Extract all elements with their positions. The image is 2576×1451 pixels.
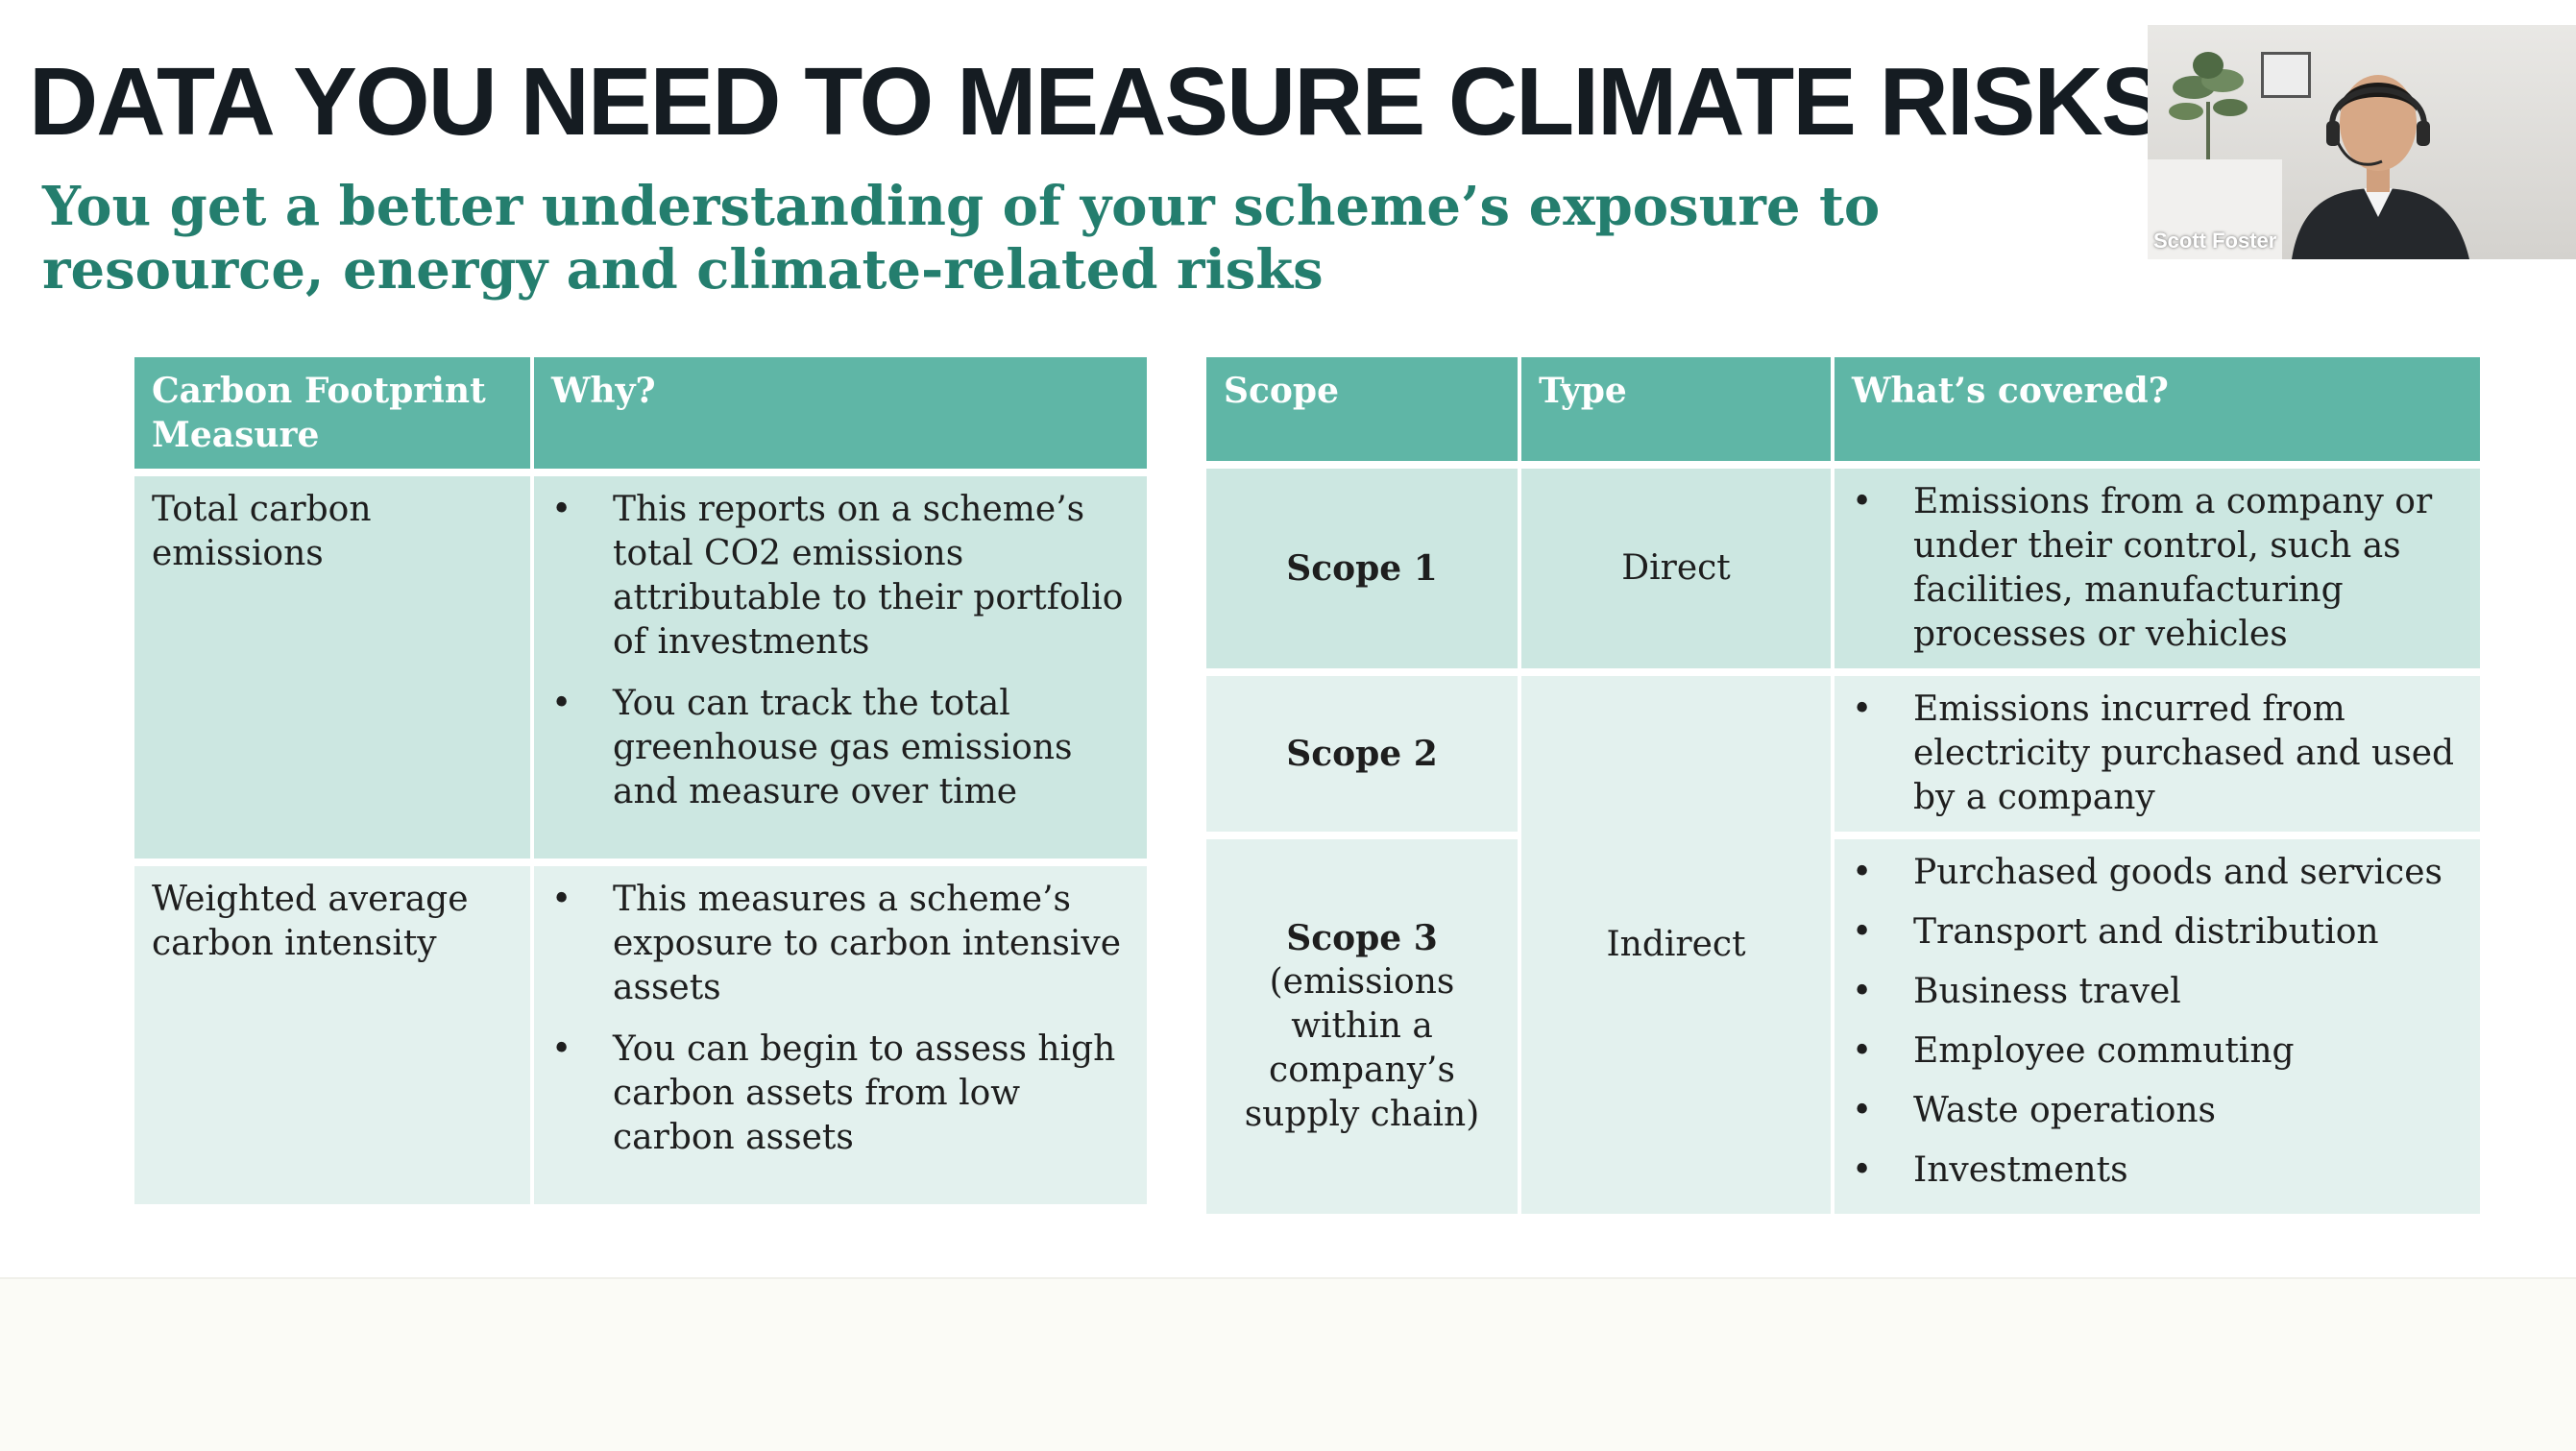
header-why: Why?	[532, 357, 1147, 469]
scope-cell: Scope 2	[1206, 676, 1521, 832]
header-type: Type	[1519, 357, 1835, 461]
list-item: You can track the total greenhouse gas e…	[551, 682, 1130, 814]
table-row: Weighted average carbon intensity This m…	[134, 866, 1147, 1204]
list-item: Employee commuting	[1852, 1029, 2463, 1074]
header-carbon-footprint-measure: Carbon Footprint Measure	[134, 357, 534, 469]
list-item: Emissions from a company or under their …	[1852, 480, 2463, 657]
participant-avatar	[2292, 75, 2469, 259]
list-item: Transport and distribution	[1852, 910, 2463, 955]
type-cell: Direct	[1519, 469, 1835, 668]
list-item: You can begin to assess high carbon asse…	[551, 1028, 1130, 1160]
carbon-footprint-table: Carbon Footprint Measure Why? Total carb…	[134, 357, 1147, 1204]
list-item: This measures a scheme’s exposure to car…	[551, 878, 1130, 1010]
participant-name: Scott Foster	[2153, 229, 2277, 253]
scope-name: Scope 3	[1286, 918, 1438, 958]
covered-cell: Emissions from a company or under their …	[1833, 469, 2480, 668]
participant-video-tile[interactable]: Scott Foster	[2148, 25, 2576, 259]
slide-subtitle: You get a better understanding of your s…	[42, 175, 1881, 302]
scope-note: (emissions within a company’s supply cha…	[1244, 962, 1480, 1134]
table-row: Scope 3 (emissions within a company’s su…	[1206, 839, 2480, 1214]
table-header-row: Scope Type What’s covered?	[1206, 357, 2480, 461]
list-item: Emissions incurred from electricity purc…	[1852, 688, 2463, 820]
plant-icon	[2169, 52, 2248, 159]
table-row: Scope 1 Direct Emissions from a company …	[1206, 469, 2480, 668]
covered-cell: Purchased goods and services Transport a…	[1833, 839, 2480, 1214]
slide-title: DATA YOU NEED TO MEASURE CLIMATE RISKS	[29, 48, 2165, 156]
table-header-row: Carbon Footprint Measure Why?	[134, 357, 1147, 469]
covered-cell: Emissions incurred from electricity purc…	[1833, 676, 2480, 832]
table-row: Total carbon emissions This reports on a…	[134, 476, 1147, 859]
measure-cell: Total carbon emissions	[134, 476, 534, 859]
emission-scopes-table: Scope Type What’s covered? Scope 1 Direc…	[1206, 357, 2480, 1214]
shelf	[2148, 159, 2282, 259]
presentation-slide: DATA YOU NEED TO MEASURE CLIMATE RISKS Y…	[0, 0, 2576, 1277]
why-cell: This reports on a scheme’s total CO2 emi…	[532, 476, 1147, 859]
list-item: This reports on a scheme’s total CO2 emi…	[551, 488, 1130, 665]
wall-picture	[2261, 52, 2311, 98]
scope-cell: Scope 1	[1206, 469, 1521, 668]
header-whats-covered: What’s covered?	[1833, 357, 2480, 461]
why-cell: This measures a scheme’s exposure to car…	[532, 866, 1147, 1204]
header-scope: Scope	[1206, 357, 1521, 461]
list-item: Business travel	[1852, 970, 2463, 1014]
table-row: Scope 2 Indirect Emissions incurred from…	[1206, 676, 2480, 1214]
measure-cell: Weighted average carbon intensity	[134, 866, 534, 1204]
list-item: Waste operations	[1852, 1089, 2463, 1133]
list-item: Investments	[1852, 1149, 2463, 1193]
bottom-band	[0, 1277, 2576, 1451]
list-item: Purchased goods and services	[1852, 851, 2463, 895]
scope-cell: Scope 3 (emissions within a company’s su…	[1206, 839, 1521, 1214]
type-cell: Indirect	[1519, 676, 1835, 1214]
